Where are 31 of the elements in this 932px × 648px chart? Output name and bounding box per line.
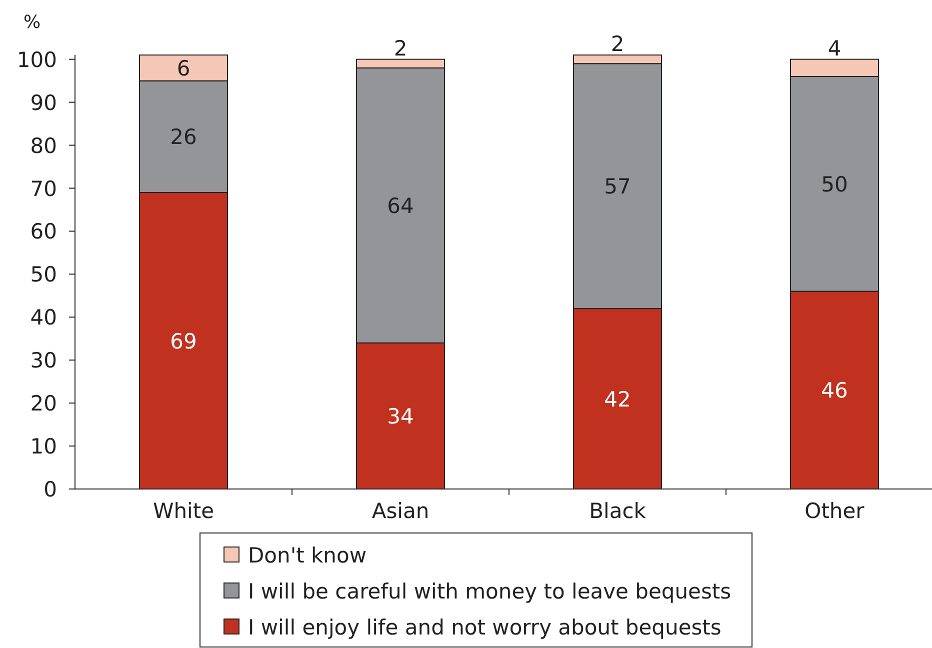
data-label: 50: [821, 172, 848, 196]
legend-label: I will enjoy life and not worry about bequests: [248, 616, 722, 640]
y-tick-label: 50: [30, 262, 57, 287]
data-label: 26: [170, 125, 197, 150]
legend-label: Don't know: [248, 544, 367, 568]
y-tick-label: 60: [30, 220, 57, 244]
data-label: 2: [394, 36, 408, 60]
y-axis-title: %: [23, 12, 41, 33]
y-tick-label: 30: [30, 348, 57, 373]
data-label: 46: [821, 378, 848, 403]
data-label: 69: [170, 329, 197, 354]
y-tick-label: 90: [30, 90, 57, 115]
y-tick-label: 20: [30, 392, 57, 416]
y-tick-label: 40: [30, 306, 57, 330]
legend-label: I will be careful with money to leave bequests: [248, 580, 732, 604]
y-tick-label: 70: [30, 176, 57, 201]
x-tick-label: Other: [804, 499, 865, 523]
data-label: 57: [604, 174, 631, 199]
data-label: 6: [176, 56, 190, 80]
data-label: 2: [610, 32, 624, 56]
x-tick-label: Black: [589, 499, 647, 523]
x-tick-label: Asian: [372, 499, 430, 523]
data-label: 64: [387, 194, 414, 218]
data-label: 42: [604, 387, 631, 412]
x-tick-label: White: [152, 499, 214, 523]
y-tick-label: 0: [44, 478, 57, 502]
data-label: 4: [828, 36, 842, 60]
y-tick-label: 100: [16, 48, 57, 72]
y-tick-label: 80: [30, 134, 57, 158]
data-label: 34: [387, 404, 414, 429]
y-tick-label: 10: [30, 434, 57, 459]
